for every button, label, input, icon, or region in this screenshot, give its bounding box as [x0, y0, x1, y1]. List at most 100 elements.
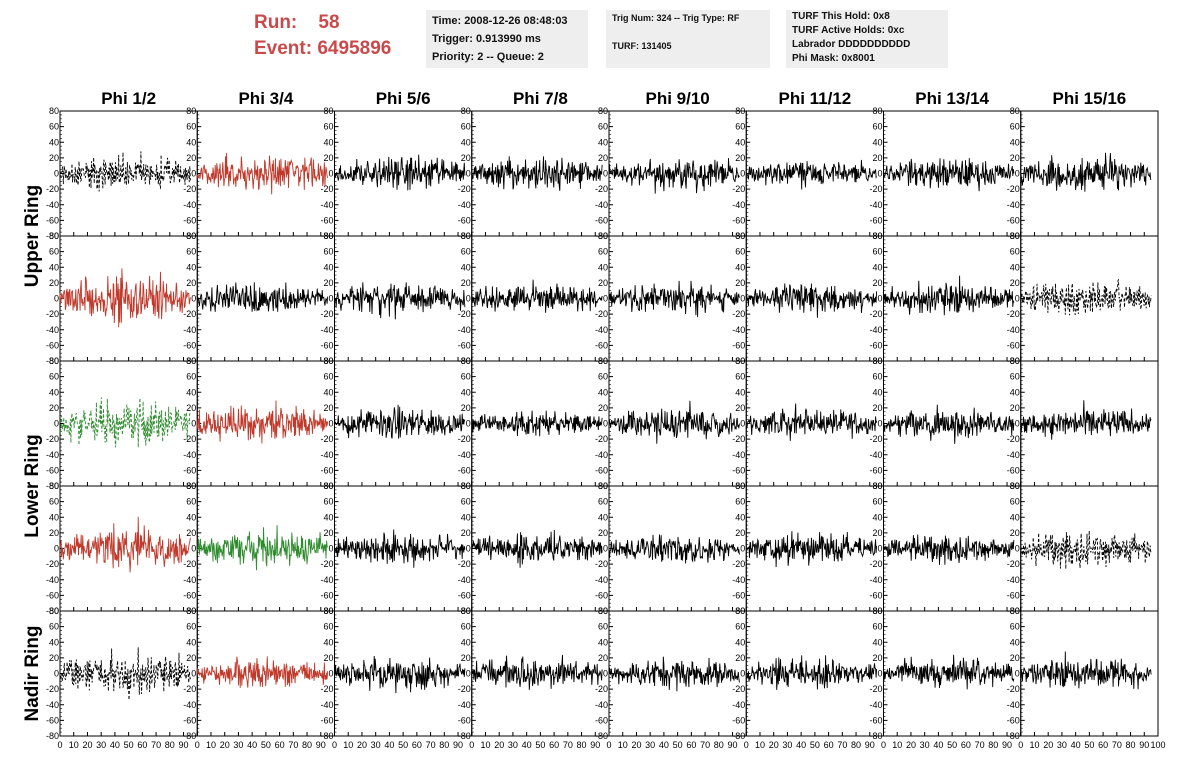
y-tick-label: 60 — [1010, 622, 1020, 632]
y-tick-label: 20 — [186, 153, 196, 163]
y-tick-label: 20 — [461, 403, 471, 413]
y-tick-label: -80 — [183, 731, 196, 741]
y-tick-label: -20 — [732, 309, 745, 319]
y-tick-label: -40 — [1007, 700, 1020, 710]
x-tick-label: 50 — [1084, 740, 1094, 750]
y-tick-label: 20 — [1010, 528, 1020, 538]
y-tick-label: -60 — [869, 340, 882, 350]
y-tick-label: 40 — [872, 387, 882, 397]
x-tick-label: 30 — [233, 740, 243, 750]
time-trigger-box: Time: 2008-12-26 08:48:03 Trigger: 0.913… — [426, 10, 588, 68]
run-event-box: Run: 58 Event: 6495896 — [254, 10, 391, 62]
x-tick-label: 90 — [1002, 740, 1012, 750]
x-tick-label: 0 — [195, 740, 200, 750]
x-tick-label: 10 — [480, 740, 490, 750]
y-tick-label: 80 — [598, 106, 608, 116]
event-label: Event: — [254, 38, 313, 59]
y-tick-label: -20 — [46, 684, 59, 694]
y-tick-label: 20 — [461, 653, 471, 663]
y-tick-label: -80 — [732, 731, 745, 741]
y-tick-label: 80 — [735, 231, 745, 241]
y-tick-label: 40 — [323, 637, 333, 647]
y-tick-label: 60 — [186, 372, 196, 382]
y-tick-label: -20 — [1007, 434, 1020, 444]
waveform-trace — [471, 279, 603, 313]
y-tick-label: 40 — [323, 262, 333, 272]
y-tick-label: -40 — [183, 325, 196, 335]
y-tick-label: 40 — [461, 387, 471, 397]
column-title: Phi 3/4 — [238, 89, 293, 108]
y-tick-label: -80 — [46, 356, 59, 366]
y-tick-label: 60 — [323, 247, 333, 257]
x-tick-label: 10 — [892, 740, 902, 750]
y-tick-label: 20 — [186, 403, 196, 413]
y-tick-label: 80 — [461, 606, 471, 616]
x-tick-label: 0 — [881, 740, 886, 750]
y-tick-label: -40 — [320, 700, 333, 710]
y-tick-label: -80 — [46, 606, 59, 616]
y-tick-label: 0 — [877, 544, 882, 554]
waveform-trace — [608, 534, 740, 564]
y-tick-label: -20 — [595, 184, 608, 194]
x-tick-label: 40 — [1071, 740, 1081, 750]
y-tick-label: 0 — [740, 169, 745, 179]
x-tick-label: 80 — [1126, 740, 1136, 750]
y-tick-label: 80 — [872, 606, 882, 616]
y-tick-label: 40 — [872, 137, 882, 147]
y-tick-label: -60 — [458, 215, 471, 225]
waveform-trace — [196, 282, 329, 312]
y-tick-label: 80 — [735, 106, 745, 116]
x-tick-label: 80 — [165, 740, 175, 750]
y-tick-label: 20 — [872, 528, 882, 538]
y-tick-label: -80 — [595, 731, 608, 741]
y-tick-label: 20 — [735, 153, 745, 163]
y-tick-label: 40 — [872, 637, 882, 647]
y-tick-label: -40 — [320, 450, 333, 460]
y-tick-label: 80 — [323, 481, 333, 491]
y-tick-label: 0 — [740, 669, 745, 679]
y-tick-label: -40 — [732, 575, 745, 585]
y-tick-label: 40 — [461, 137, 471, 147]
y-tick-label: 60 — [872, 497, 882, 507]
y-tick-label: -80 — [869, 731, 882, 741]
y-tick-label: -60 — [732, 465, 745, 475]
y-tick-label: 20 — [461, 153, 471, 163]
x-tick-label: 80 — [577, 740, 587, 750]
y-tick-label: -20 — [183, 559, 196, 569]
y-tick-label: -60 — [320, 340, 333, 350]
x-tick-label: 40 — [247, 740, 257, 750]
x-tick-label: 30 — [1057, 740, 1067, 750]
y-tick-label: 80 — [186, 106, 196, 116]
y-tick-label: 20 — [598, 653, 608, 663]
y-tick-label: 60 — [872, 247, 882, 257]
waveform-trace — [883, 158, 1015, 192]
y-tick-label: 40 — [49, 637, 59, 647]
y-tick-label: -80 — [458, 731, 471, 741]
y-tick-label: -40 — [183, 575, 196, 585]
waveform-trace — [334, 529, 466, 568]
turf-active-line: TURF Active Holds: 0xc — [792, 25, 905, 36]
y-tick-label: 60 — [1010, 247, 1020, 257]
y-tick-label: 40 — [872, 512, 882, 522]
waveform-trace — [196, 525, 329, 571]
y-tick-label: 60 — [186, 622, 196, 632]
y-tick-label: 0 — [603, 169, 608, 179]
y-tick-label: -40 — [458, 450, 471, 460]
y-tick-label: -40 — [458, 575, 471, 585]
x-tick-label: 50 — [947, 740, 957, 750]
y-tick-label: 0 — [603, 544, 608, 554]
waveform-trace — [1020, 530, 1152, 570]
y-tick-label: 80 — [323, 231, 333, 241]
x-tick-label: 80 — [714, 740, 724, 750]
y-tick-label: 40 — [598, 262, 608, 272]
labrador-line: Labrador DDDDDDDDDD — [792, 39, 911, 50]
